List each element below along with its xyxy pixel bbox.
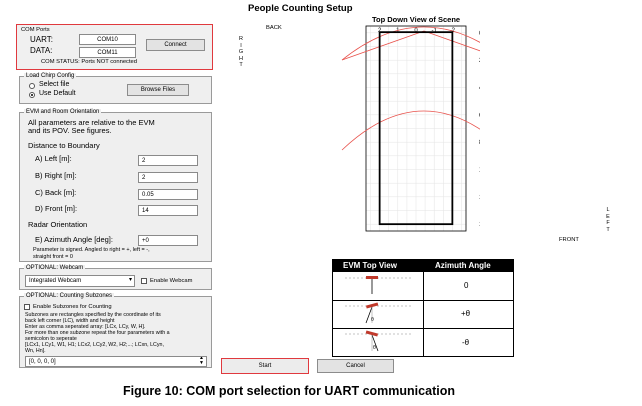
- y-tick-label: 8: [479, 140, 480, 146]
- header-evm-top-view: EVM Top View: [343, 261, 397, 270]
- subzones-desc-7: Wn, Hn].: [25, 348, 46, 354]
- subzones-desc-3: Enter as comma seperated array: [LCx, LC…: [25, 324, 146, 330]
- subzones-desc-6: [LCx1, LCy1, W1, H1; LCx2, LCy2, W2, H2;…: [25, 342, 164, 348]
- y-tick-label: 12: [479, 195, 480, 201]
- azimuth-note-line-1: Parameter is signed. Angled to right = +…: [33, 247, 150, 253]
- spinner-icon: ▲ ▼: [199, 356, 204, 366]
- right-distance-input[interactable]: 2: [138, 172, 198, 183]
- azimuth-row-1: +θ: [461, 309, 471, 318]
- x-tick-label: 1: [396, 28, 400, 34]
- webcam-group: OPTIONAL: Webcam Integrated Webcam ▾ Ena…: [19, 265, 212, 290]
- window-title: People Counting Setup: [248, 3, 353, 14]
- subzones-desc-5: semicolon to seperate: [25, 336, 77, 342]
- room-boundary: [378, 31, 454, 226]
- y-tick-label: 4: [479, 86, 480, 92]
- right-distance-label: B) Right [m]:: [35, 171, 77, 180]
- top-down-scene-plot: Top Down View of Scene 210-1-20246810121…: [341, 15, 480, 232]
- fov-arc: [341, 26, 480, 61]
- data-port-input[interactable]: COM11: [79, 47, 136, 58]
- subzones-desc-1: Subzones are rectangles specified by the…: [25, 312, 161, 318]
- uart-port-input[interactable]: COM10: [79, 34, 136, 45]
- chevron-down-icon: ▾: [128, 277, 132, 283]
- evm-orientation-title: EVM and Room Orientation: [24, 109, 102, 115]
- x-tick-label: 2: [378, 28, 382, 34]
- enable-subzones-checkbox[interactable]: [24, 304, 30, 310]
- evm-intro-line-2: and its POV. See figures.: [28, 126, 112, 135]
- orientation-table: EVM Top View Azimuth Angle 0 θ +θ θ -θ: [332, 259, 514, 357]
- azimuth-note-line-2: straight front = 0: [33, 254, 73, 260]
- enable-subzones-label: Enable Subzones for Counting: [33, 304, 112, 310]
- connect-button[interactable]: Connect: [146, 39, 205, 51]
- y-tick-label: 2: [479, 58, 480, 64]
- evm-top-view-row-2: θ: [345, 330, 411, 352]
- plot-frame: [365, 25, 467, 232]
- left-distance-input[interactable]: 2: [138, 155, 198, 166]
- subzones-input[interactable]: [0, 0, 0, 0] ▲ ▼: [25, 356, 207, 367]
- front-label: FRONT: [559, 237, 579, 243]
- select-file-label: Select file: [39, 81, 70, 88]
- y-tick-label: 10: [479, 168, 480, 174]
- table-header: EVM Top View Azimuth Angle: [333, 260, 513, 272]
- cancel-button[interactable]: Cancel: [317, 359, 394, 373]
- fov-lower-arc: [341, 110, 480, 151]
- com-ports-title: COM Ports: [21, 27, 50, 33]
- webcam-title: OPTIONAL: Webcam: [24, 265, 86, 271]
- subzones-group: OPTIONAL: Counting Subzones Enable Subzo…: [19, 293, 212, 368]
- data-label: DATA:: [30, 46, 53, 55]
- table-divider-h2: [333, 328, 513, 329]
- com-ports-group: COM Ports UART: COM10 DATA: COM11 Connec…: [16, 24, 213, 70]
- start-button[interactable]: Start: [221, 358, 309, 374]
- radar-orientation-heading: Radar Orientation: [28, 220, 88, 229]
- back-distance-label: C) Back [m]:: [35, 188, 77, 197]
- front-distance-label: D) Front [m]:: [35, 204, 78, 213]
- theta-symbol-1: θ: [371, 317, 374, 323]
- com-status-text: COM STATUS: Ports NOT connected: [41, 59, 137, 65]
- evm-top-view-row-1: θ: [345, 302, 411, 324]
- front-distance-input[interactable]: 14: [138, 205, 198, 216]
- enable-webcam-label: Enable Webcam: [150, 278, 193, 284]
- webcam-selected-value: Integrated Webcam: [29, 278, 82, 284]
- browse-files-button[interactable]: Browse Files: [127, 84, 189, 96]
- use-default-label: Use Default: [39, 90, 76, 97]
- chirp-config-group: Load Chirp Config Select file Use Defaul…: [19, 73, 212, 104]
- y-tick-label: 0: [479, 31, 480, 37]
- plot-title: Top Down View of Scene: [372, 15, 460, 24]
- table-divider-v: [423, 272, 424, 357]
- use-default-radio[interactable]: [29, 92, 35, 98]
- evm-top-view-row-0: [345, 276, 411, 294]
- distance-heading: Distance to Boundary: [28, 141, 100, 150]
- x-tick-label: 0: [414, 28, 418, 34]
- figure-caption: Figure 10: COM port selection for UART c…: [123, 384, 455, 398]
- table-divider-h1: [333, 300, 513, 301]
- select-file-radio[interactable]: [29, 83, 35, 89]
- subzones-title: OPTIONAL: Counting Subzones: [24, 293, 115, 299]
- evm-orientation-group: EVM and Room Orientation All parameters …: [19, 109, 212, 262]
- back-distance-input[interactable]: 0.05: [138, 189, 198, 200]
- back-label: BACK: [266, 25, 282, 31]
- fov-right-line: [423, 30, 480, 52]
- enable-webcam-checkbox[interactable]: [141, 278, 147, 284]
- azimuth-angle-label: E) Azimuth Angle [deg]:: [35, 235, 113, 244]
- left-distance-label: A) Left [m]:: [35, 154, 72, 163]
- y-tick-label: 14: [479, 222, 480, 228]
- subzones-desc-2: back left corner (LC), width and height: [25, 318, 115, 324]
- webcam-select[interactable]: Integrated Webcam ▾: [25, 275, 135, 287]
- fov-left-line: [341, 30, 425, 61]
- chirp-config-title: Load Chirp Config: [24, 73, 77, 79]
- subzones-input-value: [0, 0, 0, 0]: [29, 359, 56, 365]
- header-azimuth-angle: Azimuth Angle: [435, 261, 491, 270]
- azimuth-row-2: -θ: [462, 338, 470, 347]
- x-tick-label: -1: [432, 28, 438, 34]
- subzones-desc-4: For more than one subzone repeat the fou…: [25, 330, 170, 336]
- azimuth-angle-input[interactable]: +0: [138, 235, 198, 246]
- y-tick-label: 6: [479, 113, 480, 119]
- azimuth-row-0: 0: [464, 281, 469, 290]
- uart-label: UART:: [30, 35, 53, 44]
- evm-intro-line-1: All parameters are relative to the EVM: [28, 118, 155, 127]
- theta-symbol-2: θ: [373, 345, 376, 351]
